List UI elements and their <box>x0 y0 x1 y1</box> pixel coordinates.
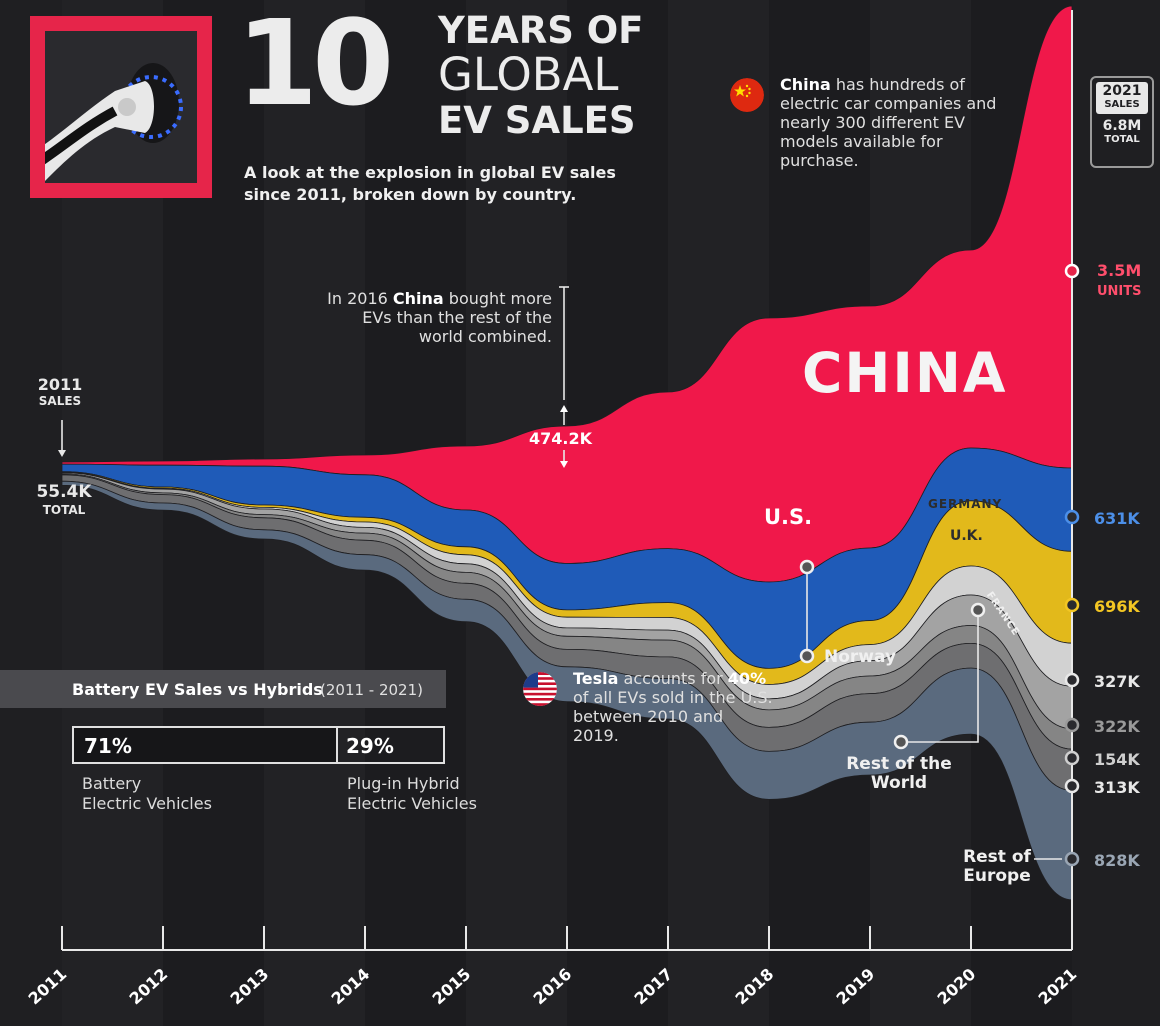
callout-pre: In 2016 <box>327 289 393 308</box>
subtitle: A look at the explosion in global EV sal… <box>244 163 616 204</box>
label-germany: GERMANY <box>928 497 1003 511</box>
marker-norway-2021 <box>1064 750 1080 766</box>
tesla-note: Tesla accounts for 40% of all EVs sold i… <box>573 669 773 745</box>
label-rest-of-world: Rest of the World <box>846 754 952 793</box>
bev-panel-title: Battery EV Sales vs Hybrids <box>72 680 323 699</box>
box-total-label: TOTAL <box>1104 134 1140 145</box>
bev-label-line-1: Battery <box>82 774 142 793</box>
tesla-bold-1: Tesla <box>573 669 619 688</box>
label-rest-of-europe: Rest of Europe <box>963 847 1031 886</box>
norway-dot <box>799 648 815 664</box>
phev-share-segment: 29% <box>346 734 394 758</box>
china-note-bold: China <box>780 75 831 94</box>
phev-label: Plug-in Hybrid Electric Vehicles <box>347 774 477 814</box>
label-norway: Norway <box>824 647 897 667</box>
start-year: 2011 <box>37 375 83 394</box>
box-total: 6.8M <box>1102 118 1142 134</box>
value-row-2021: 313K <box>1094 778 1140 797</box>
rest-of-world-leader <box>901 610 979 743</box>
start-total-label: 55.4K TOTAL <box>24 482 104 518</box>
value-germany-2021: 696K <box>1094 597 1140 616</box>
box-sales-label: SALES <box>1104 99 1140 110</box>
title-line-2: GLOBAL <box>438 48 619 101</box>
start-arrow-head <box>58 450 66 457</box>
callout-2016: In 2016 China bought more EVs than the r… <box>320 289 552 346</box>
marker-us-2021 <box>1064 509 1080 525</box>
china-note: China has hundreds of electric car compa… <box>780 75 1010 170</box>
bev-label: Battery Electric Vehicles <box>82 774 212 814</box>
phev-label-line-1: Plug-in Hybrid <box>347 774 460 793</box>
bev-share-segment: 71% <box>74 728 338 762</box>
start-sales-label: 2011 SALES <box>30 376 90 409</box>
title-number: 10 <box>236 0 394 132</box>
label-china: CHINA <box>802 341 1008 405</box>
china-2021-units: UNITS <box>1097 284 1142 299</box>
marker-rest-of-world-2021 <box>1064 778 1080 794</box>
ev-charger-logo <box>30 16 212 198</box>
tesla-text-2: of all EVs sold in the U.S. between 2010… <box>573 688 773 745</box>
china-2021-value: 3.5M <box>1097 261 1142 280</box>
marker-france-2021 <box>1064 717 1080 733</box>
ev-charger-icon <box>45 31 197 183</box>
tesla-bold-2: 40% <box>727 669 767 688</box>
china-note-text: has hundreds of electric car companies a… <box>780 75 997 170</box>
label-uk: U.K. <box>950 528 983 544</box>
callout-bold: China <box>392 289 444 308</box>
value-france-2021: 322K <box>1094 717 1140 736</box>
marker-germany-2021 <box>1064 597 1080 613</box>
value-us-2021: 631K <box>1094 509 1140 528</box>
start-total: 55.4K <box>36 482 92 502</box>
sales-2021-box: 2021 SALES 6.8M TOTAL <box>1090 76 1154 168</box>
rest-of-world-dot <box>893 734 909 750</box>
label-us: U.S. <box>764 505 813 529</box>
china-flag-icon <box>730 78 764 112</box>
start-total-word: TOTAL <box>42 503 86 517</box>
box-year: 2021 <box>1102 83 1142 99</box>
us-flag-icon <box>523 672 557 706</box>
callout-arrow-head-down <box>560 461 568 468</box>
bev-label-line-2: Electric Vehicles <box>82 794 212 813</box>
value-roe-2021: 828K <box>1094 851 1140 870</box>
title-line-3: EV SALES <box>438 99 636 142</box>
bev-share-bar: 71% 29% <box>72 726 445 764</box>
start-sales-word: SALES <box>38 394 82 408</box>
callout-2016-value: 474.2K <box>529 429 593 448</box>
callout-arrow-head-up <box>560 405 568 412</box>
bev-panel-header <box>0 670 446 708</box>
marker-uk-2021 <box>1064 672 1080 688</box>
callout-post: bought more EVs than the rest of the wor… <box>362 289 552 346</box>
rest-of-world-dot-top <box>970 602 986 618</box>
marker-rest-of-europe-2021 <box>1064 851 1080 867</box>
marker-china-2021 <box>1064 263 1080 279</box>
value-norway-2021: 154K <box>1094 750 1140 769</box>
tesla-text-1: accounts for <box>618 669 728 688</box>
phev-label-line-2: Electric Vehicles <box>347 794 477 813</box>
title-line-1: YEARS OF <box>438 9 644 52</box>
norway-dot-top <box>799 559 815 575</box>
value-uk-2021: 327K <box>1094 672 1140 691</box>
bev-panel-range: (2011 - 2021) <box>320 681 424 699</box>
